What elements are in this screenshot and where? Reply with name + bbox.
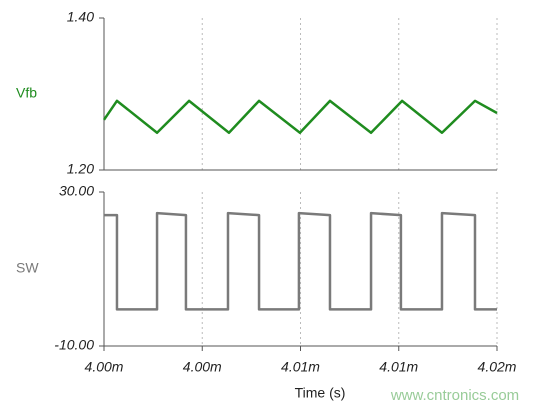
- x-tick-label: 4.01m: [281, 359, 320, 375]
- x-tick-label: 4.00m: [85, 359, 124, 375]
- watermark: www.cntronics.com: [390, 387, 519, 404]
- y-tick-label: -10.00: [54, 337, 94, 353]
- y-tick-label: 1.40: [67, 9, 94, 25]
- y-tick-label: 1.20: [67, 161, 94, 177]
- series-label: SW: [16, 260, 39, 276]
- data-line: [104, 211, 497, 311]
- x-tick-label: 4.02m: [478, 359, 517, 375]
- series-label: Vfb: [16, 85, 37, 101]
- y-tick-label: 30.00: [59, 183, 94, 199]
- x-tick-label: 4.00m: [183, 359, 222, 375]
- x-tick-label: 4.01m: [379, 359, 418, 375]
- data-line: [102, 99, 498, 135]
- x-axis-label: Time (s): [295, 385, 346, 401]
